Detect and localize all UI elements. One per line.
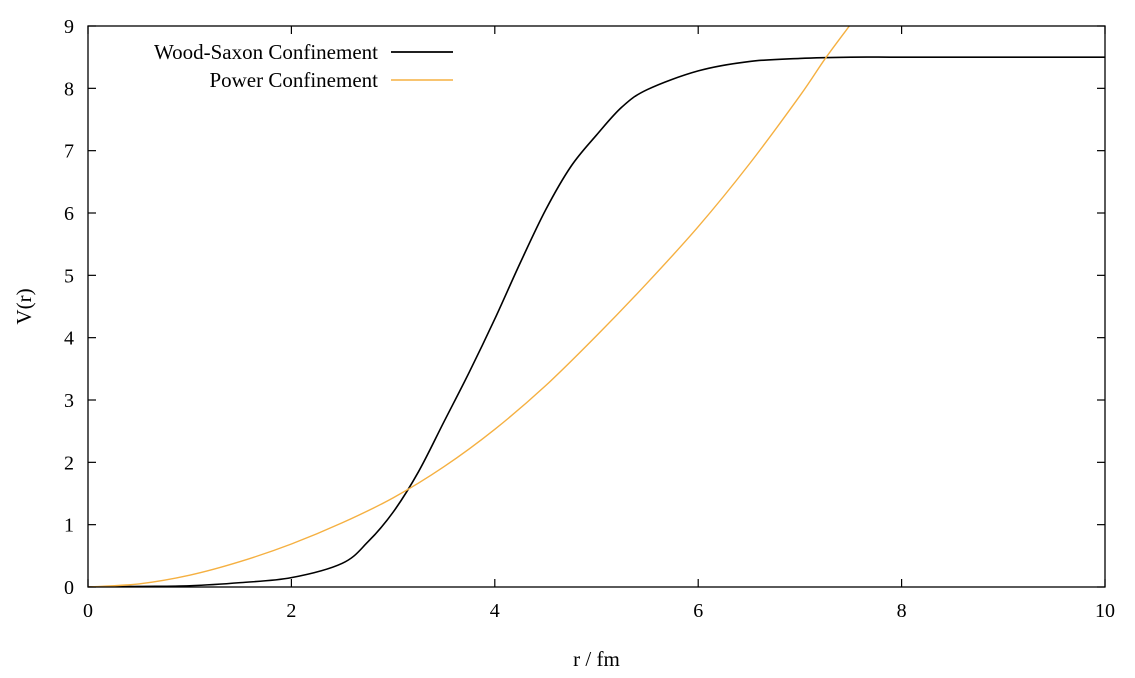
y-tick-label: 4 bbox=[64, 328, 74, 350]
y-tick-label: 5 bbox=[64, 265, 74, 287]
x-tick-label: 2 bbox=[286, 600, 296, 622]
x-tick-label: 8 bbox=[897, 600, 907, 622]
y-tick-label: 0 bbox=[64, 577, 74, 599]
y-tick-label: 1 bbox=[64, 515, 74, 537]
y-tick-label: 9 bbox=[64, 16, 74, 38]
y-axis-title: V(r) bbox=[12, 288, 36, 324]
series-line-power bbox=[88, 26, 851, 587]
lines-layer bbox=[88, 26, 1105, 587]
x-tick-label: 10 bbox=[1095, 600, 1115, 622]
ticks-layer: 0 2 4 6 8 10 0 1 2 3 4 5 6 7 8 9 bbox=[64, 16, 1115, 622]
x-tick-label: 4 bbox=[490, 600, 500, 622]
x-tick-label: 6 bbox=[693, 600, 703, 622]
series-line-wood-saxon bbox=[88, 56, 1105, 587]
legend-label: Wood-Saxon Confinement bbox=[154, 40, 378, 64]
legend: Wood-Saxon Confinement Power Confinement bbox=[154, 40, 453, 92]
y-tick-label: 3 bbox=[64, 390, 74, 412]
legend-label: Power Confinement bbox=[209, 68, 378, 92]
x-tick-label: 0 bbox=[83, 600, 93, 622]
plot-frame bbox=[87, 25, 1106, 588]
y-tick-label: 8 bbox=[64, 78, 74, 100]
y-tick-label: 2 bbox=[64, 452, 74, 474]
x-axis-title: r / fm bbox=[573, 647, 620, 671]
y-tick-label: 7 bbox=[64, 141, 74, 163]
y-tick-label: 6 bbox=[64, 203, 74, 225]
